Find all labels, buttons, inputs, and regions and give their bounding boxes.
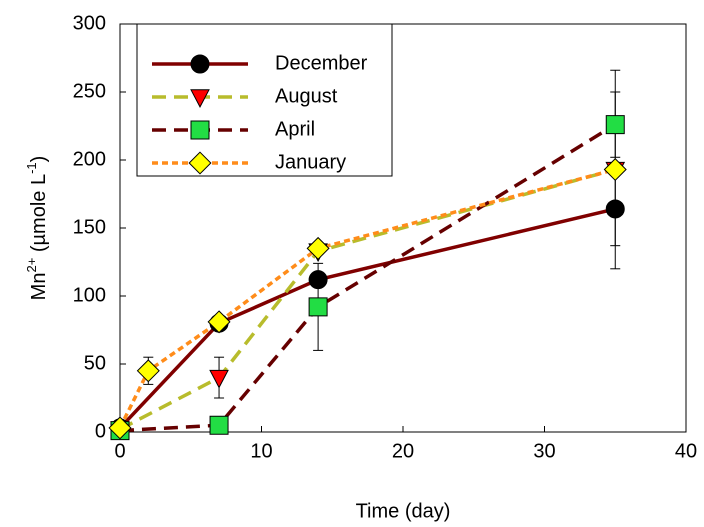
x-tick-label: 0 (114, 440, 125, 462)
y-tick-label: 200 (73, 148, 106, 170)
series-line (119, 167, 616, 431)
y-axis-title-part: Mn (28, 273, 50, 301)
y-axis-title-part: (µmole L (28, 174, 50, 258)
series-line (118, 207, 616, 430)
y-axis-title-part: ) (28, 156, 50, 163)
legend-box (136, 23, 393, 177)
x-axis-title: Time (day) (356, 500, 451, 522)
legend-label: April (275, 118, 315, 140)
y-tick-label: 150 (73, 216, 106, 238)
legend-marker (190, 89, 210, 108)
x-tick-label: 40 (675, 440, 697, 462)
legend-marker (190, 120, 210, 140)
legend-marker (190, 54, 210, 74)
data-point (136, 359, 160, 383)
data-point (603, 158, 627, 182)
y-axis-title-sup: -1 (24, 162, 39, 174)
legend-label: December (275, 52, 368, 74)
data-point (605, 115, 625, 135)
series-line (119, 123, 617, 433)
data-point (306, 236, 330, 260)
y-tick-label: 0 (95, 420, 106, 442)
y-tick-label: 50 (84, 352, 106, 374)
data-point (209, 369, 229, 389)
y-axis-title: Mn2+ (µmole L-1) (24, 156, 50, 301)
legend-label: August (275, 85, 338, 107)
y-tick-label: 300 (73, 12, 106, 34)
x-tick-label: 30 (533, 440, 555, 462)
legend-marker (188, 151, 212, 175)
y-axis-title-sup: 2+ (24, 258, 39, 273)
data-point (209, 415, 229, 435)
y-tick-label: 100 (73, 284, 106, 306)
data-point (207, 310, 231, 334)
y-tick-label: 250 (73, 80, 106, 102)
data-point (108, 416, 132, 440)
series-line (118, 167, 616, 429)
x-tick-label: 20 (392, 440, 414, 462)
data-point (605, 199, 625, 219)
x-tick-label: 10 (250, 440, 272, 462)
legend-label: January (275, 151, 346, 173)
data-point (308, 297, 328, 317)
data-point (308, 270, 328, 290)
